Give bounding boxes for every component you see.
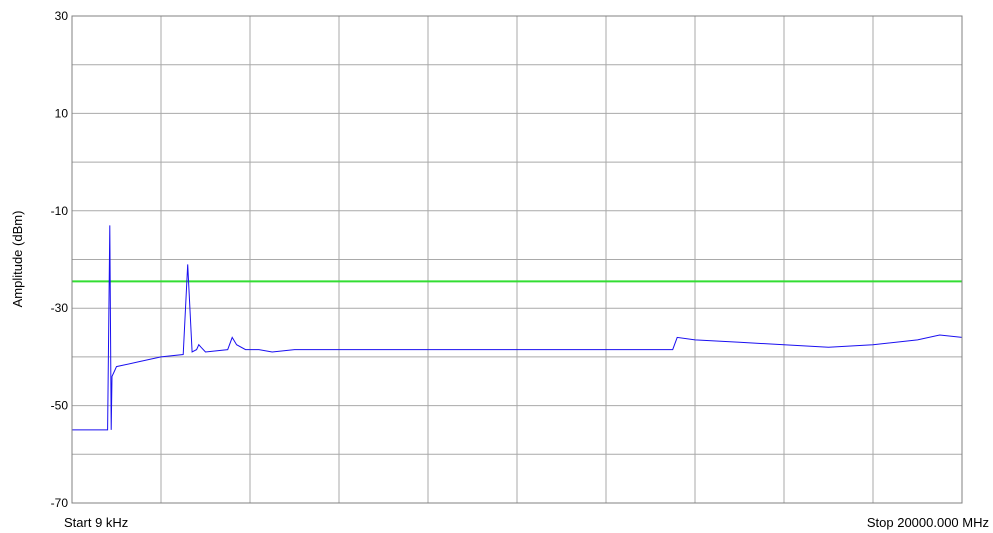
grid-lines bbox=[72, 16, 962, 503]
y-tick-label: -30 bbox=[51, 301, 69, 315]
y-tick-label: -50 bbox=[51, 399, 69, 413]
x-stop-label: Stop 20000.000 MHz bbox=[867, 515, 989, 530]
y-tick-label: -10 bbox=[51, 204, 69, 218]
y-tick-labels: 30 10 -10 -30 -50 -70 bbox=[51, 9, 69, 510]
y-tick-label: 30 bbox=[55, 9, 69, 23]
y-axis-label: Amplitude (dBm) bbox=[10, 211, 25, 308]
plot-frame bbox=[71, 15, 963, 504]
trace-line bbox=[72, 225, 963, 431]
y-tick-label: 10 bbox=[55, 106, 69, 120]
x-start-label: Start 9 kHz bbox=[64, 515, 128, 530]
y-tick-label: -70 bbox=[51, 496, 69, 510]
